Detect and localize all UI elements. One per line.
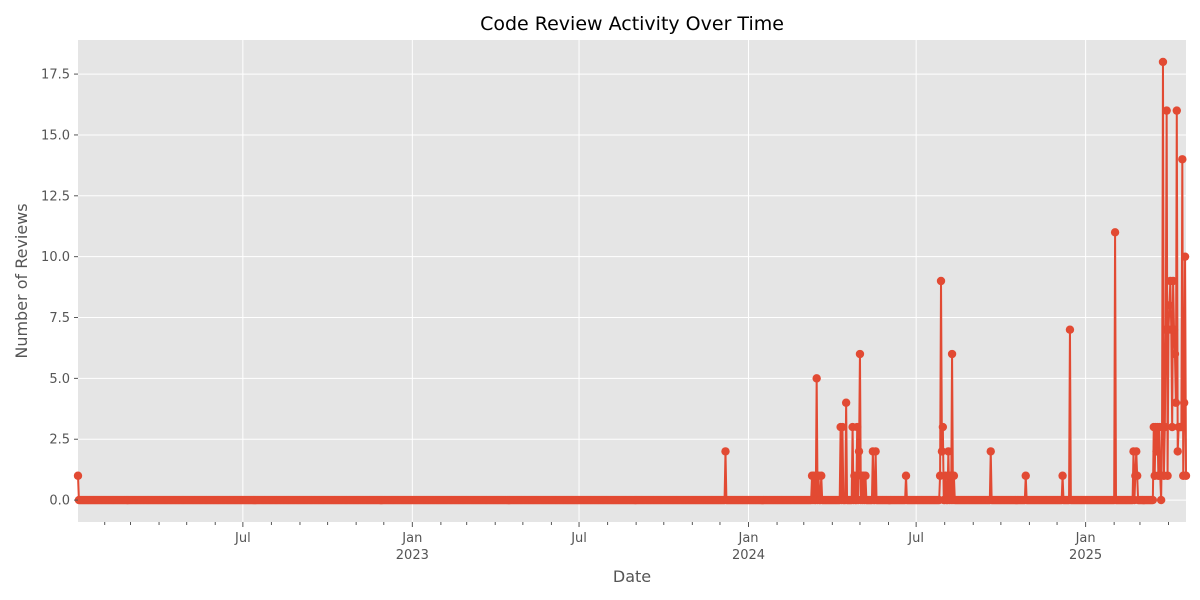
data-point — [1167, 422, 1177, 432]
x-tick-year-label: 2023 — [396, 548, 429, 563]
y-tick-label: 2.5 — [49, 433, 70, 448]
data-point — [1132, 471, 1142, 480]
x-tick-label: Jul — [907, 531, 924, 546]
data-point — [871, 447, 880, 456]
data-point — [937, 447, 947, 456]
data-point — [1168, 276, 1178, 286]
x-tick-label: Jul — [234, 531, 251, 546]
plot-area — [78, 40, 1186, 522]
data-point — [901, 471, 911, 480]
data-point — [949, 471, 959, 480]
data-point — [73, 471, 83, 480]
data-point — [944, 447, 953, 456]
data-point — [1170, 349, 1180, 359]
x-tick-year-label: 2024 — [732, 548, 765, 563]
y-tick-label: 5.0 — [49, 372, 70, 387]
data-point — [936, 276, 946, 286]
data-point — [1058, 471, 1067, 480]
data-point — [1172, 106, 1181, 115]
data-point — [1160, 422, 1170, 432]
x-tick-label: Jan — [737, 531, 758, 546]
y-tick-label: 0.0 — [49, 494, 70, 509]
data-point — [1132, 447, 1141, 456]
data-point — [721, 447, 730, 456]
data-point — [1163, 471, 1172, 480]
data-point — [852, 422, 862, 432]
data-point — [1158, 57, 1168, 67]
data-point — [861, 471, 870, 480]
data-point — [1148, 495, 1158, 505]
series-layer — [73, 57, 1191, 505]
x-axis: Jul Jan 2023 Jul Jan 2024 Jul Jan 2025 — [104, 522, 1170, 563]
data-point — [1021, 471, 1030, 480]
data-point — [1171, 398, 1181, 407]
data-point — [1065, 325, 1075, 334]
data-point — [1179, 398, 1189, 407]
y-tick-label: 12.5 — [41, 189, 70, 204]
y-axis-label: Number of Reviews — [12, 203, 31, 358]
data-point — [1162, 106, 1171, 115]
x-tick-label: Jan — [401, 531, 422, 546]
data-point — [855, 349, 865, 359]
data-point — [1181, 471, 1191, 480]
data-point — [947, 349, 957, 359]
data-point — [1178, 155, 1187, 164]
data-point — [850, 471, 859, 480]
data-point — [1173, 447, 1182, 456]
data-point — [854, 447, 864, 456]
y-tick-label: 10.0 — [41, 250, 70, 265]
data-point — [986, 447, 995, 456]
x-tick-label: Jan — [1075, 531, 1096, 546]
y-tick-label: 7.5 — [49, 311, 70, 326]
x-tick-label: Jul — [570, 531, 587, 546]
data-point — [938, 422, 948, 432]
data-point — [1177, 422, 1186, 432]
data-point — [1156, 495, 1166, 505]
grid-lines — [78, 40, 1186, 522]
data-point — [1110, 228, 1120, 237]
data-point — [1169, 325, 1179, 334]
data-point — [841, 398, 851, 407]
x-tick-year-label: 2025 — [1069, 548, 1102, 563]
data-point — [1180, 252, 1190, 261]
y-tick-label: 17.5 — [41, 68, 70, 83]
y-tick-label: 15.0 — [41, 128, 70, 143]
data-point — [838, 422, 847, 432]
data-point — [812, 374, 821, 383]
chart-title: Code Review Activity Over Time — [480, 13, 784, 35]
data-point — [1165, 301, 1174, 310]
x-axis-label: Date — [613, 567, 651, 586]
data-point — [817, 471, 826, 480]
data-point — [1152, 447, 1161, 456]
y-axis: 0.0 2.5 5.0 7.5 10.0 12.5 15.0 17.5 — [41, 68, 78, 509]
